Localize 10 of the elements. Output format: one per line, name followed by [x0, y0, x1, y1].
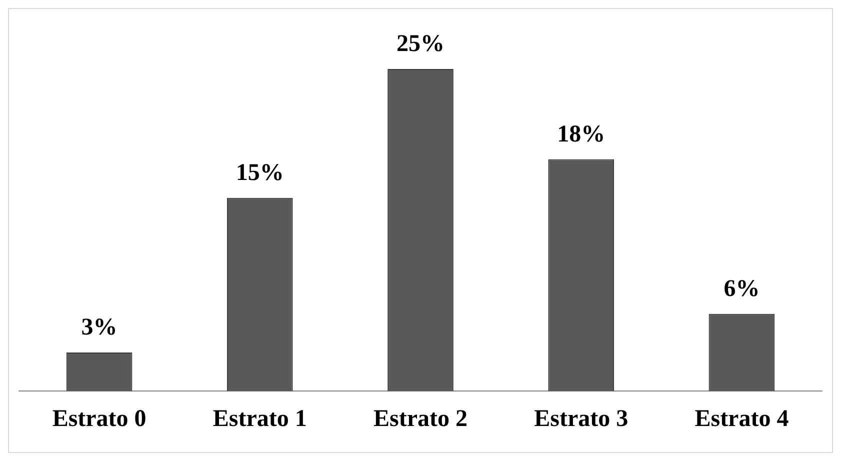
- data-label: 3%: [81, 314, 118, 341]
- data-label: 25%: [396, 31, 444, 58]
- x-tick-label: Estrato 3: [534, 406, 628, 432]
- data-label: 15%: [236, 160, 284, 186]
- data-label: 6%: [724, 276, 760, 302]
- x-tick-label: Estrato 1: [212, 406, 307, 432]
- data-label: 18%: [557, 121, 606, 148]
- x-tick-label: Estrato 2: [374, 406, 468, 432]
- x-tick-label: Estrato 0: [52, 406, 146, 432]
- x-tick-label: Estrato 4: [694, 406, 789, 432]
